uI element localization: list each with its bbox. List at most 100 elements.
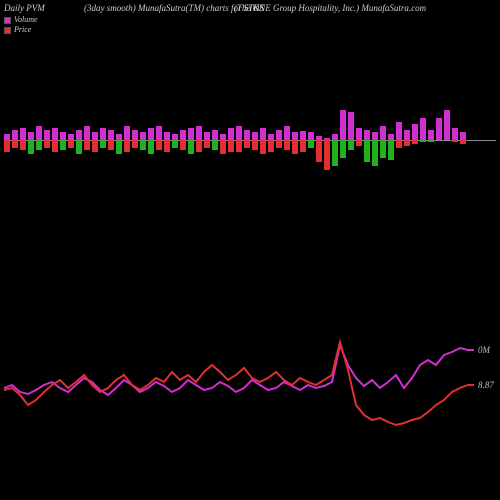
bar-up bbox=[428, 130, 434, 140]
bar-down bbox=[252, 140, 258, 150]
bar-down bbox=[4, 140, 10, 152]
bar-up bbox=[196, 126, 202, 140]
bar-up bbox=[436, 118, 442, 140]
bar-up bbox=[412, 124, 418, 140]
bar-up bbox=[444, 110, 450, 140]
bar-down bbox=[12, 140, 18, 148]
volume-swatch bbox=[4, 17, 11, 24]
bar-down bbox=[452, 140, 458, 142]
bar-down bbox=[332, 140, 338, 166]
bar-up bbox=[452, 128, 458, 140]
bar-up bbox=[236, 126, 242, 140]
bar-up bbox=[44, 130, 50, 140]
bar-up bbox=[204, 132, 210, 140]
bar-up bbox=[148, 128, 154, 140]
bar-down bbox=[84, 140, 90, 150]
bar-up bbox=[308, 132, 314, 140]
bar-up bbox=[284, 126, 290, 140]
bar-down bbox=[108, 140, 114, 150]
bar-down bbox=[324, 140, 330, 170]
bar-down bbox=[372, 140, 378, 166]
bar-up bbox=[420, 118, 426, 140]
bar-down bbox=[244, 140, 250, 148]
bar-down bbox=[44, 140, 50, 148]
pvm-bar-chart bbox=[4, 80, 496, 200]
company-name: (The ONE Group Hospitality, Inc.) Munafa… bbox=[234, 3, 426, 13]
bar-down bbox=[52, 140, 58, 152]
bar-down bbox=[404, 140, 410, 146]
bar-up bbox=[396, 122, 402, 140]
bar-down bbox=[28, 140, 34, 154]
bar-down bbox=[164, 140, 170, 152]
title-pvm: Daily PVM bbox=[4, 3, 45, 13]
bar-down bbox=[284, 140, 290, 150]
bar-down bbox=[220, 140, 226, 154]
bar-up bbox=[188, 128, 194, 140]
bar-down bbox=[36, 140, 42, 150]
bar-up bbox=[132, 130, 138, 140]
volume-line bbox=[4, 345, 474, 395]
bar-down bbox=[172, 140, 178, 148]
bar-down bbox=[20, 140, 26, 150]
bar-down bbox=[428, 140, 434, 142]
bar-down bbox=[132, 140, 138, 148]
bar-down bbox=[188, 140, 194, 154]
bar-down bbox=[268, 140, 274, 152]
bar-up bbox=[372, 132, 378, 140]
bar-up bbox=[252, 132, 258, 140]
bar-up bbox=[348, 112, 354, 140]
bar-down bbox=[236, 140, 242, 152]
bar-up bbox=[108, 130, 114, 140]
bar-up bbox=[364, 130, 370, 140]
bar-down bbox=[276, 140, 282, 148]
bar-down bbox=[148, 140, 154, 154]
bar-down bbox=[380, 140, 386, 158]
bar-up bbox=[228, 128, 234, 140]
bar-up bbox=[164, 132, 170, 140]
bar-down bbox=[100, 140, 106, 148]
bar-up bbox=[124, 126, 130, 140]
bar-down bbox=[140, 140, 146, 150]
price-end-label: 8.87 bbox=[478, 380, 494, 390]
bar-up bbox=[76, 130, 82, 140]
bar-down bbox=[212, 140, 218, 150]
bar-up bbox=[180, 130, 186, 140]
bar-down bbox=[204, 140, 210, 148]
bar-up bbox=[60, 132, 66, 140]
bar-down bbox=[260, 140, 266, 154]
bar-down bbox=[460, 140, 466, 144]
legend-volume: Volume bbox=[4, 15, 38, 25]
bar-down bbox=[388, 140, 394, 160]
bar-up bbox=[260, 128, 266, 140]
bar-up bbox=[380, 126, 386, 140]
bar-down bbox=[180, 140, 186, 150]
bar-down bbox=[348, 140, 354, 150]
bar-down bbox=[316, 140, 322, 162]
bar-up bbox=[340, 110, 346, 140]
bar-up bbox=[52, 128, 58, 140]
legend: Volume Price bbox=[4, 15, 38, 35]
bar-up bbox=[28, 132, 34, 140]
bar-up bbox=[276, 130, 282, 140]
bar-down bbox=[356, 140, 362, 146]
bar-down bbox=[68, 140, 74, 148]
bar-up bbox=[300, 131, 306, 140]
bar-down bbox=[76, 140, 82, 154]
bar-down bbox=[300, 140, 306, 152]
bar-down bbox=[196, 140, 202, 152]
price-swatch bbox=[4, 27, 11, 34]
bar-down bbox=[308, 140, 314, 148]
bar-up bbox=[156, 126, 162, 140]
bar-up bbox=[356, 128, 362, 140]
price-volume-line-chart bbox=[4, 330, 474, 450]
volume-end-label: 0M bbox=[478, 345, 490, 355]
bar-down bbox=[396, 140, 402, 148]
bar-down bbox=[364, 140, 370, 162]
bar-down bbox=[412, 140, 418, 144]
bar-down bbox=[292, 140, 298, 154]
bar-up bbox=[12, 130, 18, 140]
chart-header: Daily PVM (3day smooth) MunafaSutra(TM) … bbox=[4, 3, 496, 15]
bar-up bbox=[92, 132, 98, 140]
bar-up bbox=[460, 132, 466, 140]
bar-up bbox=[140, 132, 146, 140]
